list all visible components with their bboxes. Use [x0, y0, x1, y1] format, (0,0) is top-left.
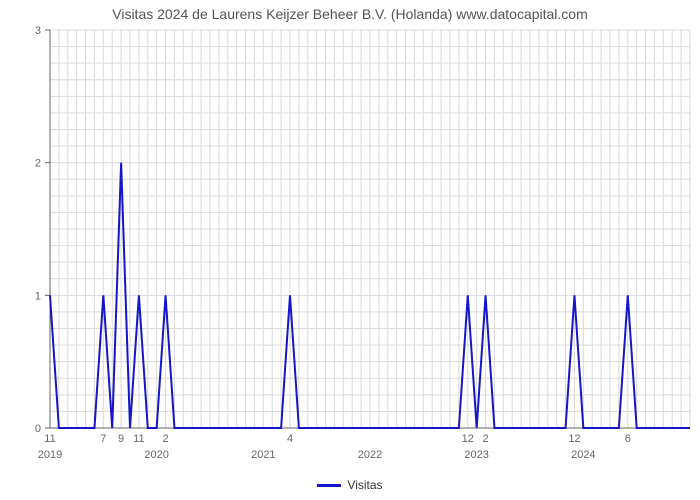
x-point-label: 2 — [482, 433, 488, 445]
x-year-label: 2020 — [144, 449, 168, 461]
x-year-label: 2022 — [358, 449, 382, 461]
x-point-label: 4 — [287, 433, 293, 445]
line-chart: 0123 11791124122126 20192020202120222023… — [0, 0, 700, 500]
x-point-labels: 11 79 11 2 4 12 2 12 6 — [44, 433, 631, 445]
x-axis-year-labels: 2019 2020 2021 2022 2023 2024 — [38, 449, 596, 461]
x-year-label: 2019 — [38, 449, 62, 461]
x-year-label: 2024 — [571, 449, 595, 461]
x-point-label: 6 — [625, 433, 631, 445]
y-axis-tick-labels: 0 1 2 3 — [35, 25, 41, 435]
x-point-label: 12 — [462, 433, 474, 445]
x-point-label: 7 — [100, 433, 106, 445]
x-point-label: 11 — [44, 433, 55, 445]
x-point-label: 11 — [133, 433, 144, 445]
x-point-label: 9 — [118, 433, 124, 445]
legend-label: Visitas — [347, 478, 382, 492]
legend-swatch — [317, 484, 341, 487]
y-tick-label: 1 — [35, 290, 41, 302]
x-point-label: 2 — [162, 433, 168, 445]
y-tick-label: 2 — [35, 158, 41, 170]
legend: Visitas — [0, 478, 700, 492]
chart-container: Visitas 2024 de Laurens Keijzer Beheer B… — [0, 0, 700, 500]
chart-title: Visitas 2024 de Laurens Keijzer Beheer B… — [0, 6, 700, 22]
x-year-label: 2023 — [464, 449, 488, 461]
y-tick-label: 0 — [35, 423, 41, 435]
x-year-label: 2021 — [251, 449, 275, 461]
y-tick-label: 3 — [35, 25, 41, 37]
grid-minor — [50, 30, 690, 428]
x-point-label: 12 — [568, 433, 580, 445]
